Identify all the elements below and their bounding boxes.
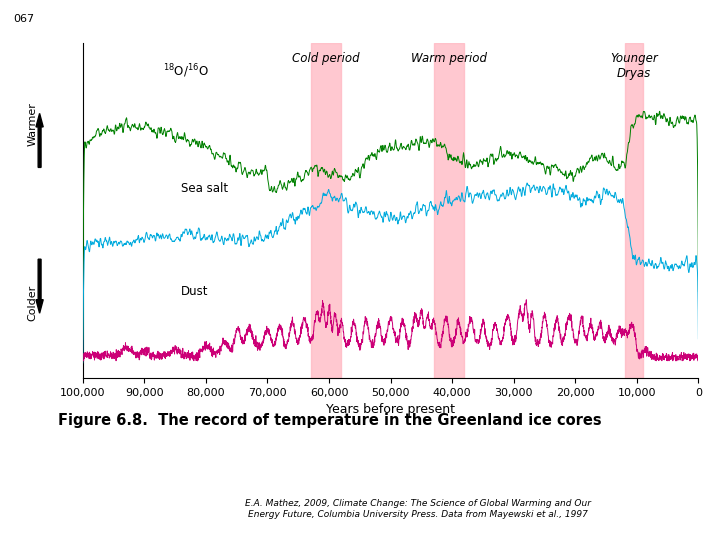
Text: Colder: Colder	[27, 284, 37, 321]
Text: 067: 067	[13, 14, 34, 24]
Bar	[624, 43, 643, 378]
Bar	[433, 43, 464, 378]
X-axis label: Years before present: Years before present	[326, 403, 455, 416]
Text: Younger
Dryas: Younger Dryas	[610, 52, 657, 80]
Text: Warm period: Warm period	[411, 52, 487, 65]
Bar	[310, 43, 341, 378]
Text: Figure 6.8.  The record of temperature in the Greenland ice cores: Figure 6.8. The record of temperature in…	[58, 413, 601, 428]
Text: Dust: Dust	[181, 285, 209, 298]
Text: Cold period: Cold period	[292, 52, 360, 65]
Text: Sea salt: Sea salt	[181, 181, 228, 194]
Text: Warmer: Warmer	[27, 102, 37, 146]
Text: $^{18}$O/$^{16}$O: $^{18}$O/$^{16}$O	[163, 62, 209, 79]
Text: E.A. Mathez, 2009, Climate Change: The Science of Global Warming and Our
Energy : E.A. Mathez, 2009, Climate Change: The S…	[245, 500, 590, 519]
